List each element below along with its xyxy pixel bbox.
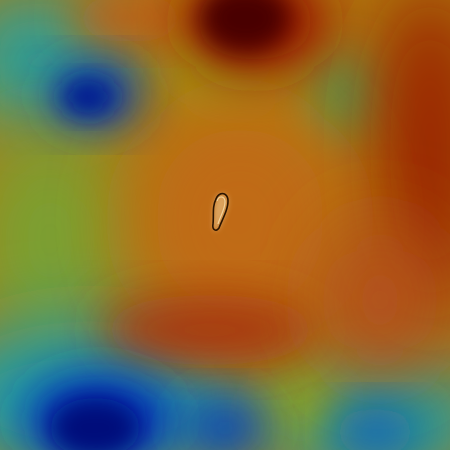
heatmap-svg (0, 0, 450, 450)
heatmap-image (0, 0, 450, 450)
